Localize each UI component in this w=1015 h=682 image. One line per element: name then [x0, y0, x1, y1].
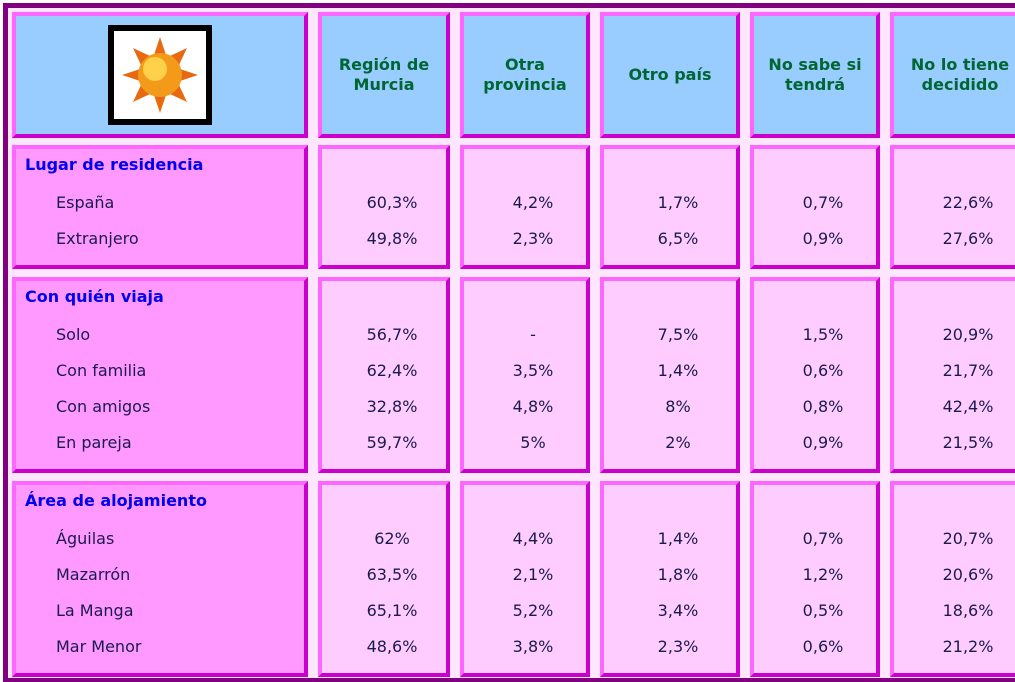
header-icon-cell — [12, 12, 308, 138]
cell-value: 2% — [665, 433, 691, 452]
data-cell — [460, 145, 590, 269]
row-label: En pareja — [56, 433, 132, 452]
cell-value: 42,4% — [942, 397, 994, 416]
data-cell — [890, 145, 1015, 269]
cell-value: 49,8% — [366, 229, 418, 248]
cell-value: 0,9% — [802, 229, 844, 248]
data-cell — [750, 145, 880, 269]
row-label: Mazarrón — [56, 565, 131, 584]
group-label-cell — [12, 145, 308, 269]
cell-value: 6,5% — [657, 229, 699, 248]
cell-value: 5,2% — [512, 601, 554, 620]
cell-value: 60,3% — [366, 193, 418, 212]
data-cell — [750, 277, 880, 473]
sun-icon — [108, 25, 212, 125]
group-label-cell — [12, 277, 308, 473]
cell-value: 20,6% — [942, 565, 994, 584]
cell-value: 63,5% — [366, 565, 418, 584]
column-header: No lo tiene decidido — [890, 12, 1015, 138]
cell-value: 0,8% — [802, 397, 844, 416]
data-cell — [600, 277, 740, 473]
cell-value: 3,5% — [512, 361, 554, 380]
row-label: Con familia — [56, 361, 147, 380]
cell-value: 4,8% — [512, 397, 554, 416]
cell-value: 1,5% — [802, 325, 844, 344]
cell-value: 3,4% — [657, 601, 699, 620]
cell-value: 62% — [374, 529, 410, 548]
data-cell — [318, 145, 450, 269]
cell-value: 0,6% — [802, 637, 844, 656]
cell-value: 1,4% — [657, 529, 699, 548]
cell-value: 2,1% — [512, 565, 554, 584]
cell-value: 0,5% — [802, 601, 844, 620]
cell-value: 0,7% — [802, 529, 844, 548]
cell-value: 5% — [520, 433, 546, 452]
cell-value: 2,3% — [512, 229, 554, 248]
cell-value: 56,7% — [366, 325, 418, 344]
data-cell — [318, 277, 450, 473]
group-label-cell — [12, 481, 308, 677]
group-title: Con quién viaja — [25, 287, 164, 306]
cell-value: 27,6% — [942, 229, 994, 248]
column-header: Otra provincia — [460, 12, 590, 138]
cell-value: 48,6% — [366, 637, 418, 656]
cell-value: 62,4% — [366, 361, 418, 380]
data-cell — [890, 277, 1015, 473]
cell-value: 21,7% — [942, 361, 994, 380]
row-label: Águilas — [56, 529, 115, 548]
cell-value: 20,7% — [942, 529, 994, 548]
column-header: Otro país — [600, 12, 740, 138]
data-cell — [750, 481, 880, 677]
cell-value: 4,2% — [512, 193, 554, 212]
cell-value: 1,4% — [657, 361, 699, 380]
cell-value: 1,7% — [657, 193, 699, 212]
group-title: Lugar de residencia — [25, 155, 204, 174]
group-title: Área de alojamiento — [25, 491, 207, 510]
cell-value: 7,5% — [657, 325, 699, 344]
cell-value: 4,4% — [512, 529, 554, 548]
cell-value: 59,7% — [366, 433, 418, 452]
cell-value: 8% — [665, 397, 691, 416]
cell-value: - — [530, 325, 536, 344]
row-label: Solo — [56, 325, 91, 344]
data-cell — [600, 481, 740, 677]
row-label: Extranjero — [56, 229, 139, 248]
cell-value: 2,3% — [657, 637, 699, 656]
cell-value: 21,5% — [942, 433, 994, 452]
row-label: La Manga — [56, 601, 134, 620]
row-label: España — [56, 193, 115, 212]
cell-value: 65,1% — [366, 601, 418, 620]
cell-value: 0,7% — [802, 193, 844, 212]
data-cell — [318, 481, 450, 677]
cell-value: 0,6% — [802, 361, 844, 380]
cell-value: 21,2% — [942, 637, 994, 656]
cell-value: 20,9% — [942, 325, 994, 344]
cell-value: 18,6% — [942, 601, 994, 620]
cell-value: 1,8% — [657, 565, 699, 584]
data-cell — [600, 145, 740, 269]
data-cell — [890, 481, 1015, 677]
data-cell — [460, 481, 590, 677]
column-header: No sabe si tendrá — [750, 12, 880, 138]
data-cell — [460, 277, 590, 473]
row-label: Con amigos — [56, 397, 151, 416]
row-label: Mar Menor — [56, 637, 142, 656]
cell-value: 3,8% — [512, 637, 554, 656]
column-header: Región de Murcia — [318, 12, 450, 138]
cell-value: 1,2% — [802, 565, 844, 584]
cell-value: 0,9% — [802, 433, 844, 452]
cell-value: 22,6% — [942, 193, 994, 212]
cell-value: 32,8% — [366, 397, 418, 416]
